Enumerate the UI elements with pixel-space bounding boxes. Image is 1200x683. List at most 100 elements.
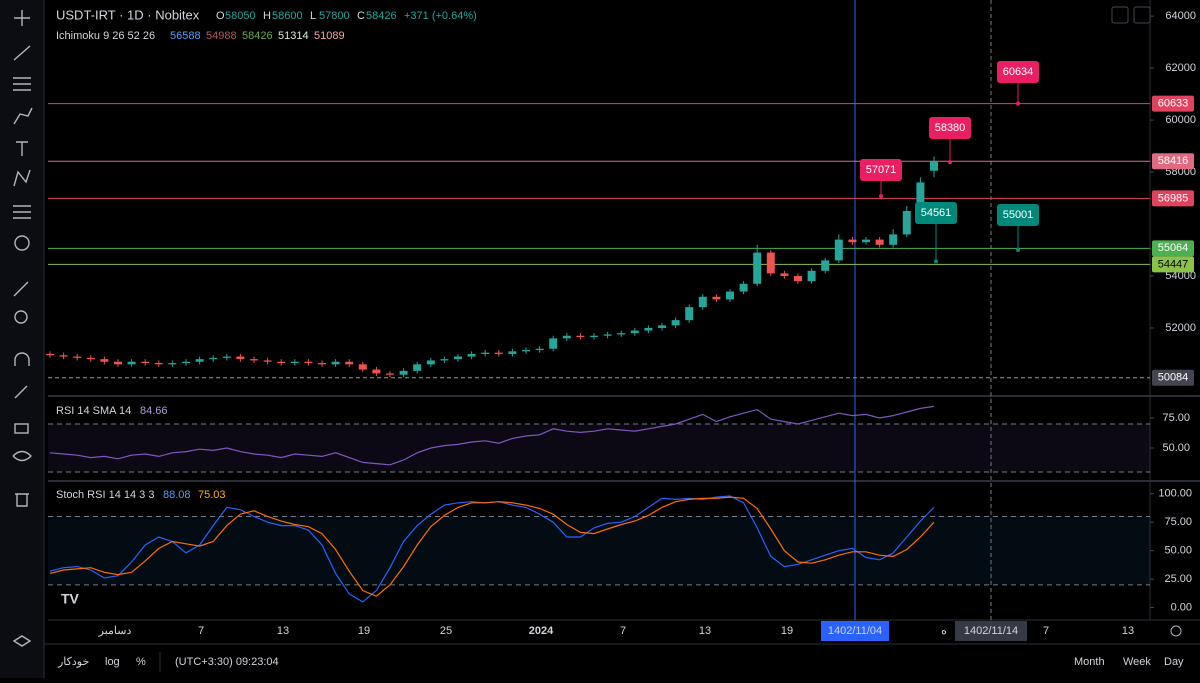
price-level-label: 55064 xyxy=(1158,242,1189,254)
emoji-tool[interactable] xyxy=(14,235,30,251)
stoch-k-value: 88.08 xyxy=(163,489,191,501)
text-tool[interactable] xyxy=(16,141,28,156)
price-tick-label: 60000 xyxy=(1165,114,1196,126)
candle-body xyxy=(603,334,612,336)
time-label: ه xyxy=(941,625,947,637)
ohlc-value: 58050 xyxy=(225,10,256,22)
candle-body xyxy=(807,270,816,282)
price-level-badge xyxy=(1152,240,1194,257)
candle-body xyxy=(889,234,898,245)
candle-body xyxy=(685,307,694,321)
stoch-tick-label: 75.00 xyxy=(1164,516,1192,528)
candle-body xyxy=(331,361,340,365)
candle-body xyxy=(549,338,558,349)
candle-body xyxy=(617,333,626,335)
candle-body xyxy=(236,356,245,360)
callout-point xyxy=(1016,101,1020,106)
magnet-tool[interactable] xyxy=(14,352,30,366)
ohlc-letter: H xyxy=(263,10,271,22)
price-tick-label: 54000 xyxy=(1165,270,1196,282)
candle-body xyxy=(290,361,299,364)
price-change: +371 (+0.64%) xyxy=(404,10,477,22)
callout-label: 60634 xyxy=(1003,66,1034,78)
candle-body xyxy=(277,361,286,364)
tool-icons[interactable] xyxy=(12,10,33,647)
draw-lock-tool[interactable] xyxy=(14,385,28,399)
rsi-tick-label: 75.00 xyxy=(1162,412,1190,424)
candle-body xyxy=(263,360,272,362)
candle-body xyxy=(698,296,707,308)
callout-label: 57071 xyxy=(866,164,897,176)
pattern-tool[interactable] xyxy=(13,169,31,187)
percent-scale[interactable]: % xyxy=(136,656,146,668)
candle-body xyxy=(358,364,367,370)
stoch-band xyxy=(48,516,1150,585)
ohlc-value: 58600 xyxy=(272,10,303,22)
log-scale[interactable]: log xyxy=(105,656,120,668)
candle-body xyxy=(848,239,857,243)
callout-label: 54561 xyxy=(921,207,952,219)
candle-body xyxy=(73,356,82,358)
candle-body xyxy=(508,351,517,354)
brush-tool[interactable] xyxy=(13,107,33,125)
candle-body xyxy=(222,356,231,358)
trash-tool[interactable] xyxy=(15,493,29,507)
ohlc-value: 57800 xyxy=(319,10,350,22)
price-tick-label: 64000 xyxy=(1165,10,1196,22)
candle-body xyxy=(494,352,503,354)
callout-point xyxy=(948,160,952,165)
callout-box xyxy=(997,61,1039,83)
candle-body xyxy=(522,350,530,352)
callout-point xyxy=(879,194,883,199)
candle-body xyxy=(182,361,190,364)
ichimoku-value: 56588 xyxy=(170,30,201,42)
callout-point xyxy=(934,259,938,264)
crosshair-tool[interactable] xyxy=(14,10,30,26)
rsi-line xyxy=(49,405,935,466)
ichimoku-value: 51089 xyxy=(314,30,345,42)
stoch-line xyxy=(49,496,935,597)
range-week[interactable]: Week xyxy=(1123,656,1151,668)
callout-box xyxy=(997,204,1039,226)
timezone-clock[interactable]: (UTC+3:30) 09:23:04 xyxy=(175,656,279,668)
visibility-tool[interactable] xyxy=(12,450,32,462)
ichimoku-value: 54988 xyxy=(206,30,237,42)
forecast-tool[interactable] xyxy=(13,205,31,219)
price-tick-label: 52000 xyxy=(1165,322,1196,334)
candle-body xyxy=(413,364,422,371)
candle-body xyxy=(372,369,381,374)
candle-body xyxy=(630,330,639,334)
candle-body xyxy=(141,361,150,364)
candle-body xyxy=(345,361,354,365)
candle-body xyxy=(154,363,163,365)
fib-tool[interactable] xyxy=(13,77,31,91)
callout-box xyxy=(915,202,957,224)
time-label: 13 xyxy=(699,625,711,637)
stoch-tick-label: 25.00 xyxy=(1164,573,1192,585)
lock-tool[interactable] xyxy=(14,423,29,434)
candle-body xyxy=(250,359,258,361)
candle-body xyxy=(399,370,408,375)
candle-body xyxy=(127,361,136,365)
candle-body xyxy=(916,182,925,212)
rsi-name: RSI 14 SMA 14 xyxy=(56,405,131,417)
layers-tool[interactable] xyxy=(12,635,32,647)
zoom-tool[interactable] xyxy=(14,310,28,324)
settings-button[interactable] xyxy=(1170,625,1182,637)
fullscreen-button[interactable] xyxy=(1133,6,1151,24)
candle-body xyxy=(46,353,54,356)
line-tool[interactable] xyxy=(13,45,31,61)
range-month[interactable]: Month xyxy=(1074,656,1105,668)
rsi-band xyxy=(48,423,1150,472)
price-tick-label: 62000 xyxy=(1165,62,1196,74)
candle-body xyxy=(794,275,802,282)
candle-body xyxy=(195,359,204,362)
candle-body xyxy=(671,320,680,326)
price-level-badge xyxy=(1152,153,1194,170)
callout-label: 55001 xyxy=(1003,209,1034,221)
download-button[interactable] xyxy=(1111,6,1129,24)
ruler-tool[interactable] xyxy=(13,281,29,297)
auto-scale[interactable]: خودکار xyxy=(57,656,89,668)
range-day[interactable]: Day xyxy=(1164,656,1184,668)
